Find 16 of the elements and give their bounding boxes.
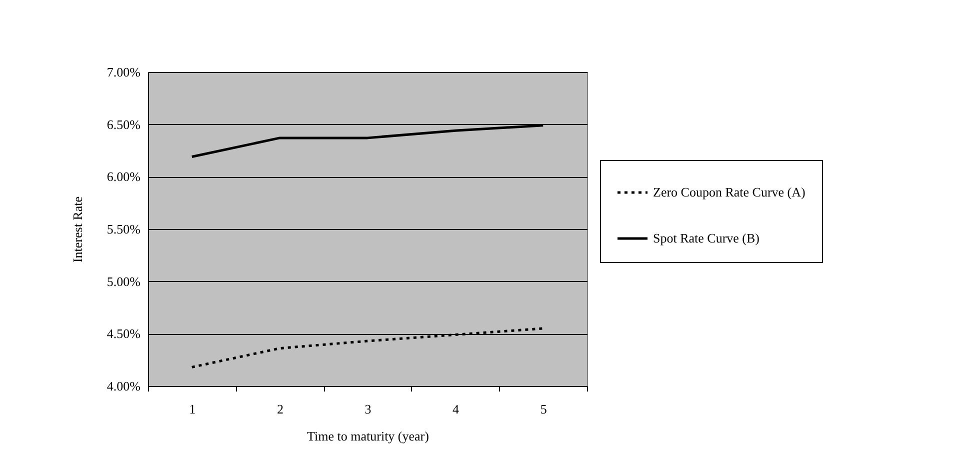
- y-tick-label: 6.00%: [106, 169, 141, 184]
- x-axis-title: Time to maturity (year): [307, 428, 429, 444]
- y-tick-label: 5.50%: [106, 222, 141, 236]
- x-tick-label: 2: [276, 402, 284, 416]
- x-tick-label: 3: [364, 402, 372, 416]
- legend-label: Spot Rate Curve (B): [653, 230, 760, 246]
- y-tick-label: 7.00%: [106, 64, 141, 80]
- x-tick-label: 4: [452, 402, 460, 416]
- y-tick-label: 6.50%: [106, 116, 141, 132]
- y-tick-label: 4.00%: [106, 378, 141, 394]
- y-axis-title: Interest Rate: [70, 196, 85, 263]
- legend-label: Zero Coupon Rate Curve (A): [653, 184, 806, 200]
- x-tick-label: 5: [540, 402, 547, 416]
- x-tick-label: 1: [189, 402, 196, 416]
- y-tick-label: 5.00%: [106, 274, 141, 289]
- y-tick-label: 4.50%: [106, 326, 141, 342]
